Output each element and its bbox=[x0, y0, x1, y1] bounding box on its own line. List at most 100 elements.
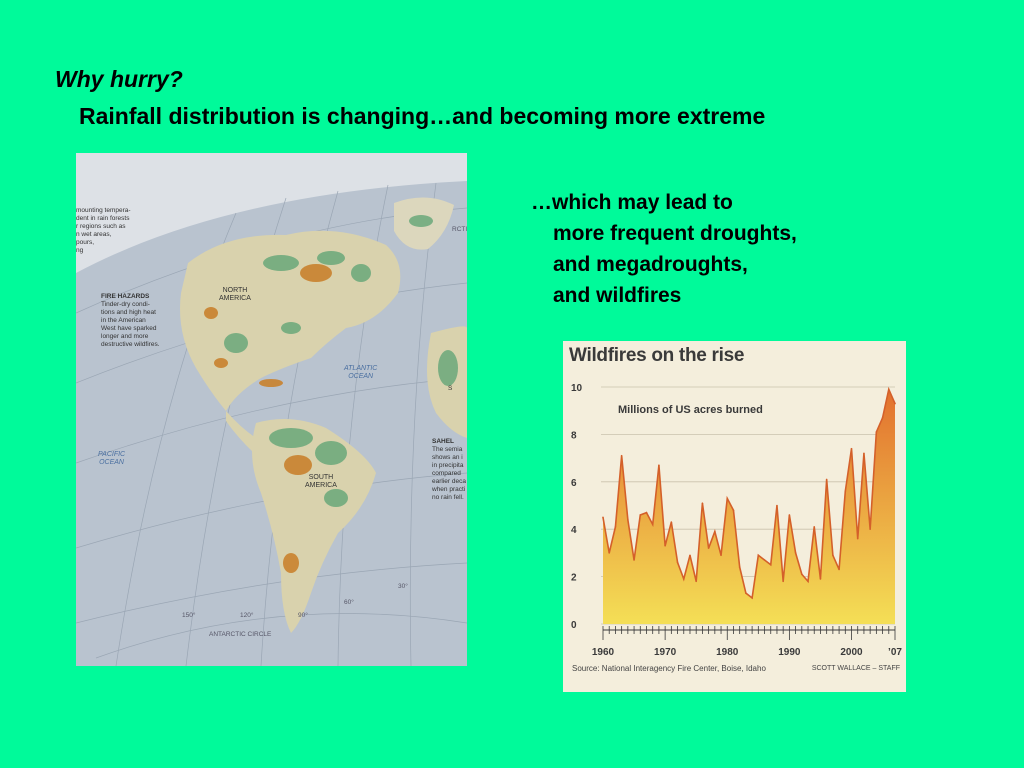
label-line: NORTH bbox=[222, 287, 248, 294]
chart-point bbox=[807, 580, 809, 583]
x-tick-label: 1970 bbox=[654, 647, 677, 658]
sahel-note: SAHEL The semia shows an i in precipita … bbox=[432, 438, 466, 502]
chart-area bbox=[603, 389, 895, 624]
chart-point bbox=[763, 559, 766, 561]
chart-point bbox=[732, 509, 735, 512]
label-line: OCEAN bbox=[348, 373, 374, 380]
map-text-line: in precipita bbox=[432, 462, 464, 469]
chart-point bbox=[738, 566, 741, 568]
chart-point bbox=[620, 454, 623, 457]
map-text-line: longer and more bbox=[101, 333, 149, 340]
map-text-line: earlier deca bbox=[432, 478, 466, 485]
chart-point bbox=[856, 537, 859, 540]
chart-point bbox=[794, 552, 797, 554]
chart-point bbox=[695, 580, 697, 583]
sahel-heading: SAHEL bbox=[432, 438, 455, 445]
chart-source: Source: National Interagency Fire Center… bbox=[572, 664, 766, 673]
bullet-line: …which may lead to bbox=[531, 191, 733, 214]
chart-point bbox=[602, 516, 604, 519]
chart-point bbox=[782, 580, 784, 583]
pacific-ocean-label: PACIFIC OCEAN bbox=[98, 451, 125, 467]
north-america-label: NORTH AMERICA bbox=[219, 287, 251, 303]
chart-point bbox=[658, 464, 660, 467]
chart-point bbox=[645, 511, 648, 514]
x-tick-label: 1960 bbox=[592, 647, 615, 658]
chart-point bbox=[832, 554, 834, 557]
chart-point bbox=[757, 554, 760, 557]
chart-point bbox=[801, 573, 803, 576]
chart-point bbox=[869, 528, 871, 530]
label-line: OCEAN bbox=[99, 459, 124, 466]
map-text-line: shows an i bbox=[432, 454, 463, 461]
chart-point bbox=[825, 478, 828, 481]
y-tick-label: 8 bbox=[571, 430, 577, 441]
chart-point bbox=[844, 490, 847, 493]
chart-point bbox=[819, 578, 822, 580]
chart-point bbox=[863, 452, 865, 455]
chart-point bbox=[881, 417, 884, 419]
map-text-line: ng bbox=[76, 247, 84, 254]
y-tick-label: 0 bbox=[571, 620, 577, 631]
map-text-line: compared bbox=[432, 470, 461, 477]
chart-line bbox=[602, 386, 896, 600]
fire-hazards-heading: FIRE HAZARDS bbox=[101, 293, 150, 300]
chart-point bbox=[769, 563, 772, 566]
map-intro-text: mounting tempera- dent in rain forests r… bbox=[76, 207, 131, 255]
chart-point bbox=[614, 526, 617, 528]
chart-credit: SCOTT WALLACE – STAFF bbox=[811, 665, 900, 672]
x-tick-label: 2000 bbox=[840, 647, 863, 658]
map-text-line: dent in rain forests bbox=[76, 215, 130, 222]
slide-title: Why hurry? bbox=[55, 66, 183, 92]
atlantic-ocean-label: ATLANTIC OCEAN bbox=[344, 365, 377, 381]
longitude-label: 120° bbox=[240, 612, 254, 619]
label-line: ATLANTIC bbox=[344, 365, 378, 372]
chart-point bbox=[726, 497, 729, 500]
chart-point bbox=[670, 521, 673, 523]
chart-point bbox=[813, 526, 816, 528]
slide-subtitle: Rainfall distribution is changing…and be… bbox=[79, 103, 766, 129]
map-text-line: destructive wildfires. bbox=[101, 341, 160, 348]
map-text-line: The semia bbox=[432, 446, 463, 453]
fire-hazards-note: FIRE HAZARDS Tinder-dry condi- tions and… bbox=[101, 293, 160, 349]
chart-point bbox=[701, 502, 704, 504]
map-text-line: West have sparked bbox=[101, 325, 157, 332]
map-text-line: tions and high heat bbox=[101, 309, 156, 316]
chart-point bbox=[707, 547, 710, 549]
y-tick-label: 4 bbox=[571, 525, 577, 536]
y-tick-label: 6 bbox=[571, 478, 577, 489]
rainfall-map-image: mounting tempera- dent in rain forests r… bbox=[76, 153, 467, 666]
label-line: AMERICA bbox=[219, 295, 251, 302]
chart-point bbox=[682, 578, 685, 580]
chart-point bbox=[720, 554, 722, 557]
bullet-line: and wildfires bbox=[553, 284, 682, 307]
chart-point bbox=[633, 559, 635, 561]
x-tick-label: 1990 bbox=[778, 647, 801, 658]
chart-point bbox=[745, 592, 747, 594]
map-text-line: n wet areas, bbox=[76, 231, 112, 238]
chart-point bbox=[608, 552, 611, 554]
arctic-label: RCTI bbox=[452, 226, 467, 233]
map-text-line: no rain fell. bbox=[432, 494, 464, 501]
label-line: AMERICA bbox=[305, 482, 337, 489]
chart-point bbox=[639, 514, 642, 516]
map-graphic bbox=[76, 153, 467, 666]
y-tick-label: 2 bbox=[571, 573, 577, 584]
map-text-line: r regions such as bbox=[76, 223, 126, 230]
map-text-line: mounting tempera- bbox=[76, 207, 131, 214]
bullet-line: more frequent droughts, bbox=[553, 222, 797, 245]
longitude-label: 150° bbox=[182, 612, 196, 619]
chart-point bbox=[776, 504, 778, 507]
south-america-label: SOUTH AMERICA bbox=[305, 474, 337, 490]
chart-point bbox=[887, 388, 890, 391]
chart-point bbox=[838, 568, 840, 571]
label-line: PACIFIC bbox=[98, 451, 126, 458]
chart-title: Wildfires on the rise bbox=[569, 345, 745, 366]
chart-point bbox=[627, 518, 629, 521]
chart-point bbox=[894, 402, 896, 405]
chart-point bbox=[651, 523, 654, 526]
longitude-label: 60° bbox=[344, 599, 354, 606]
antarctic-circle-label: ANTARCTIC CIRCLE bbox=[209, 631, 272, 638]
chart-point bbox=[850, 447, 853, 450]
y-tick-label: 10 bbox=[571, 383, 583, 394]
bullet-line: and megadroughts, bbox=[553, 253, 748, 276]
